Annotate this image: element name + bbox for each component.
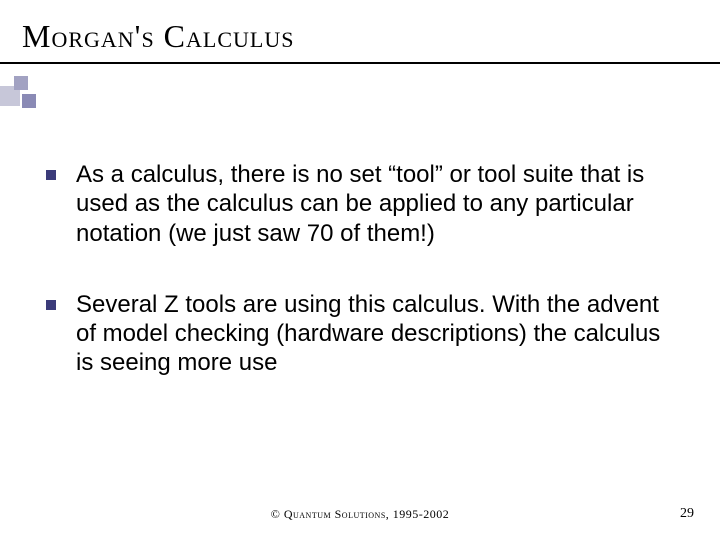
content-area: As a calculus, there is no set “tool” or… [46, 160, 680, 420]
bullet-item: As a calculus, there is no set “tool” or… [46, 160, 680, 248]
bullet-text: Several Z tools are using this calculus.… [76, 290, 680, 378]
page-number: 29 [680, 506, 694, 522]
title-underline [0, 62, 720, 64]
footer-copyright: © Quantum Solutions, 1995-2002 [0, 507, 720, 522]
corner-decoration-icon [0, 76, 44, 120]
slide: Morgan's Calculus As a calculus, there i… [0, 0, 720, 540]
bullet-text: As a calculus, there is no set “tool” or… [76, 160, 680, 248]
bullet-square-icon [46, 300, 56, 310]
slide-title: Morgan's Calculus [22, 18, 294, 55]
bullet-square-icon [46, 170, 56, 180]
bullet-item: Several Z tools are using this calculus.… [46, 290, 680, 378]
deco-square [22, 94, 36, 108]
deco-square [14, 76, 28, 90]
